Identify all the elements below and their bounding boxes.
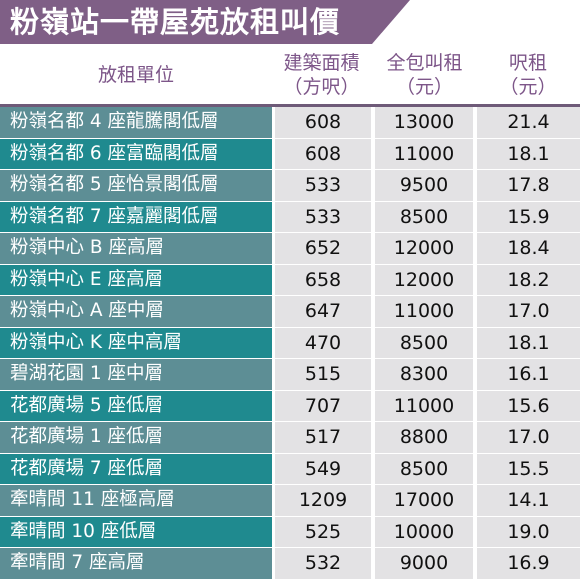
per-sqft-cell: 14.1 — [477, 485, 580, 516]
header-area-line1: 建築面積 — [283, 52, 360, 74]
rent-cell: 9000 — [375, 548, 473, 579]
area-cell: 647 — [275, 296, 371, 327]
per-sqft-cell: 17.0 — [477, 422, 580, 453]
header-per-sqft: 呎租 （元） — [476, 44, 580, 106]
area-cell: 533 — [275, 201, 371, 232]
unit-name-cell: 粉嶺中心 B 座高層 — [0, 233, 272, 264]
area-cell: 525 — [275, 516, 371, 547]
area-cell: 608 — [275, 107, 371, 138]
rent-cell: 9500 — [375, 170, 473, 201]
table-row: 牽晴間 10 座低層 525 10000 19.0 — [0, 516, 580, 547]
header-area-line2: （方呎） — [283, 76, 360, 98]
rent-cell: 13000 — [375, 107, 473, 138]
unit-name-cell: 花都廣場 1 座低層 — [0, 422, 272, 453]
page-title: 粉嶺站一帶屋苑放租叫價 — [10, 5, 341, 39]
unit-name-cell: 花都廣場 7 座低層 — [0, 453, 272, 484]
rent-cell: 8500 — [375, 327, 473, 358]
table-row: 碧湖花園 1 座中層 515 8300 16.1 — [0, 359, 580, 390]
area-cell: 608 — [275, 138, 371, 169]
area-cell: 658 — [275, 264, 371, 295]
rent-cell: 17000 — [375, 485, 473, 516]
table-row: 牽晴間 7 座高層 532 9000 16.9 — [0, 548, 580, 579]
area-cell: 652 — [275, 233, 371, 264]
rent-cell: 8800 — [375, 422, 473, 453]
rent-cell: 11000 — [375, 138, 473, 169]
rent-cell: 11000 — [375, 390, 473, 421]
table-row: 粉嶺中心 E 座高層 658 12000 18.2 — [0, 264, 580, 295]
per-sqft-cell: 18.4 — [477, 233, 580, 264]
header-per-line1: 呎租 — [508, 52, 547, 74]
unit-name-cell: 牽晴間 7 座高層 — [0, 548, 272, 579]
table-row: 花都廣場 1 座低層 517 8800 17.0 — [0, 422, 580, 453]
area-cell: 707 — [275, 390, 371, 421]
header-area: 建築面積 （方呎） — [272, 44, 371, 106]
rent-cell: 8500 — [375, 201, 473, 232]
title-banner: 粉嶺站一帶屋苑放租叫價 — [0, 0, 410, 44]
table-row: 粉嶺中心 B 座高層 652 12000 18.4 — [0, 233, 580, 264]
unit-name-cell: 粉嶺名都 7 座嘉麗閣低層 — [0, 201, 272, 232]
table-header: 放租單位 建築面積 （方呎） 全包叫租 （元） 呎租 （元） — [0, 44, 580, 106]
unit-name-cell: 牽晴間 11 座極高層 — [0, 485, 272, 516]
rent-cell: 8500 — [375, 453, 473, 484]
table-row: 粉嶺名都 5 座怡景閣低層 533 9500 17.8 — [0, 170, 580, 201]
unit-name-cell: 粉嶺名都 5 座怡景閣低層 — [0, 170, 272, 201]
area-cell: 532 — [275, 548, 371, 579]
header-per-line2: （元） — [499, 76, 557, 98]
per-sqft-cell: 19.0 — [477, 516, 580, 547]
per-sqft-cell: 15.6 — [477, 390, 580, 421]
per-sqft-cell: 18.1 — [477, 138, 580, 169]
rent-cell: 11000 — [375, 296, 473, 327]
table-row: 牽晴間 11 座極高層 1209 17000 14.1 — [0, 485, 580, 516]
header-unit: 放租單位 — [0, 44, 272, 106]
rent-cell: 12000 — [375, 233, 473, 264]
table-row: 花都廣場 5 座低層 707 11000 15.6 — [0, 390, 580, 421]
unit-name-cell: 粉嶺名都 6 座富臨閣低層 — [0, 138, 272, 169]
per-sqft-cell: 18.1 — [477, 327, 580, 358]
header-unit-label: 放租單位 — [97, 64, 174, 86]
per-sqft-cell: 21.4 — [477, 107, 580, 138]
header-rent-line2: （元） — [395, 76, 453, 98]
area-cell: 515 — [275, 359, 371, 390]
area-cell: 549 — [275, 453, 371, 484]
header-divider — [0, 104, 580, 107]
table-row: 花都廣場 7 座低層 549 8500 15.5 — [0, 453, 580, 484]
listing-table: 粉嶺名都 4 座龍騰閣低層 608 13000 21.4 粉嶺名都 6 座富臨閣低層 60… — [0, 107, 580, 580]
unit-name-cell: 粉嶺中心 A 座中層 — [0, 296, 272, 327]
per-sqft-cell: 15.5 — [477, 453, 580, 484]
unit-name-cell: 碧湖花園 1 座中層 — [0, 359, 272, 390]
table-row: 粉嶺中心 A 座中層 647 11000 17.0 — [0, 296, 580, 327]
rent-cell: 8300 — [375, 359, 473, 390]
per-sqft-cell: 17.0 — [477, 296, 580, 327]
table-row: 粉嶺名都 4 座龍騰閣低層 608 13000 21.4 — [0, 107, 580, 138]
area-cell: 470 — [275, 327, 371, 358]
table-row: 粉嶺中心 K 座中高層 470 8500 18.1 — [0, 327, 580, 358]
unit-name-cell: 牽晴間 10 座低層 — [0, 516, 272, 547]
area-cell: 517 — [275, 422, 371, 453]
header-rent: 全包叫租 （元） — [375, 44, 474, 106]
area-cell: 1209 — [275, 485, 371, 516]
per-sqft-cell: 16.1 — [477, 359, 580, 390]
unit-name-cell: 花都廣場 5 座低層 — [0, 390, 272, 421]
per-sqft-cell: 16.9 — [477, 548, 580, 579]
per-sqft-cell: 15.9 — [477, 201, 580, 232]
unit-name-cell: 粉嶺中心 E 座高層 — [0, 264, 272, 295]
area-cell: 533 — [275, 170, 371, 201]
table-row: 粉嶺名都 7 座嘉麗閣低層 533 8500 15.9 — [0, 201, 580, 232]
header-rent-line1: 全包叫租 — [386, 52, 463, 74]
per-sqft-cell: 18.2 — [477, 264, 580, 295]
rent-cell: 12000 — [375, 264, 473, 295]
unit-name-cell: 粉嶺中心 K 座中高層 — [0, 327, 272, 358]
table-row: 粉嶺名都 6 座富臨閣低層 608 11000 18.1 — [0, 138, 580, 169]
per-sqft-cell: 17.8 — [477, 170, 580, 201]
unit-name-cell: 粉嶺名都 4 座龍騰閣低層 — [0, 107, 272, 138]
rent-cell: 10000 — [375, 516, 473, 547]
